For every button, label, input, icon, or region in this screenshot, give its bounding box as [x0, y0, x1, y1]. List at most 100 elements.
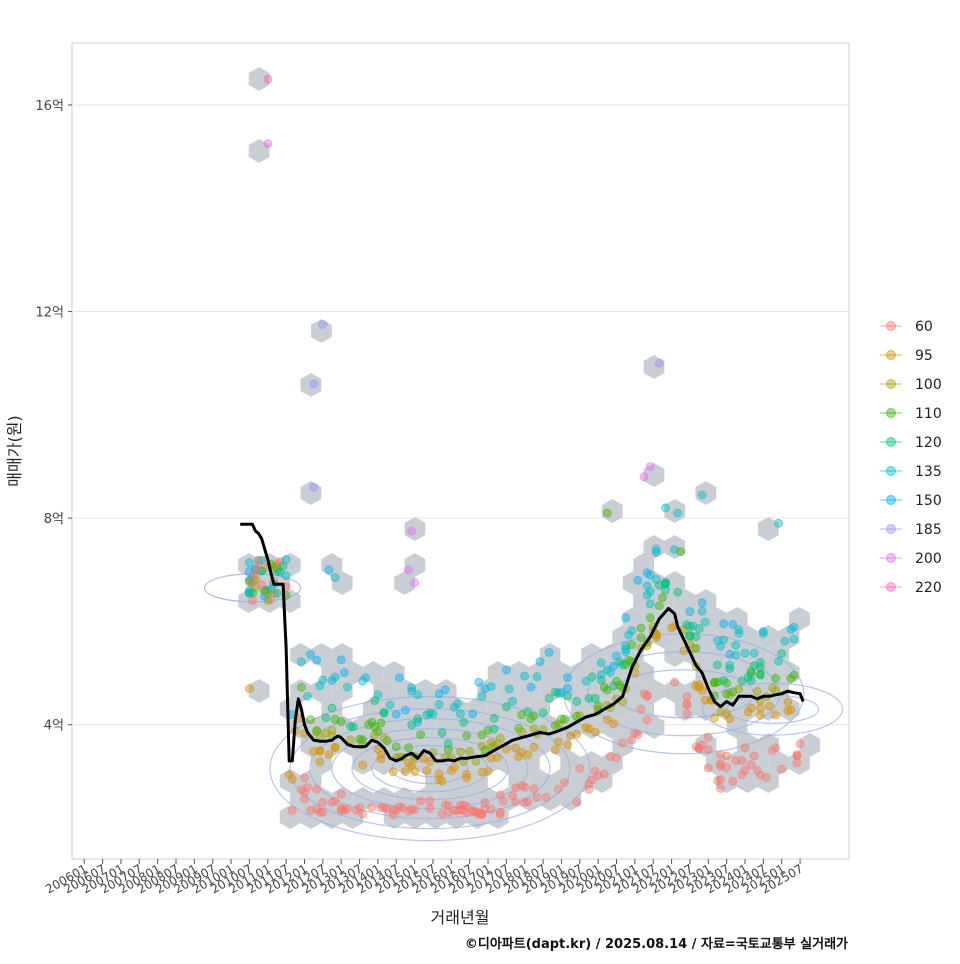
- background-point: [348, 722, 358, 732]
- hexbin-cell: [373, 679, 395, 703]
- legend-swatch: [886, 321, 896, 331]
- background-point: [306, 650, 316, 659]
- background-point: [642, 581, 652, 591]
- background-point: [443, 800, 453, 810]
- data-point: [263, 74, 273, 84]
- data-point: [330, 573, 340, 582]
- background-point: [609, 719, 618, 728]
- background-point: [449, 762, 459, 772]
- background-point: [520, 798, 530, 807]
- background-point: [624, 630, 634, 640]
- background-point: [440, 800, 450, 810]
- legend-swatch: [886, 582, 896, 592]
- background-point: [345, 721, 355, 731]
- background-point: [636, 633, 646, 643]
- background-point: [768, 683, 777, 693]
- background-point: [535, 657, 545, 666]
- hexbin-cell: [404, 553, 426, 577]
- background-point: [755, 670, 765, 680]
- background-point: [443, 745, 453, 754]
- background-point: [330, 672, 340, 682]
- hexbin-cell: [664, 679, 686, 703]
- background-point: [303, 691, 312, 701]
- background-point: [416, 730, 426, 739]
- background-point: [599, 769, 609, 779]
- data-point: [407, 526, 417, 536]
- background-point: [734, 684, 744, 694]
- background-point: [602, 715, 612, 725]
- data-point: [309, 482, 319, 492]
- background-point: [716, 775, 725, 785]
- legend-swatch: [886, 466, 896, 476]
- legend-label: 100: [915, 377, 942, 393]
- background-point: [296, 785, 306, 795]
- hexbin-cell: [425, 733, 447, 757]
- hexbin-cell: [248, 67, 270, 91]
- hexbin-cell: [331, 571, 353, 595]
- background-point: [318, 797, 328, 807]
- hexbin-cell: [581, 751, 602, 775]
- background-point: [777, 649, 787, 658]
- hexbin-cell: [737, 769, 758, 793]
- background-point: [324, 750, 334, 759]
- background-point: [746, 703, 756, 713]
- background-point: [789, 634, 799, 644]
- background-point: [526, 714, 536, 724]
- background-point: [263, 585, 273, 595]
- background-point: [300, 773, 309, 783]
- background-point: [452, 699, 462, 709]
- background-point: [248, 596, 257, 606]
- background-point: [486, 753, 496, 763]
- background-point: [737, 756, 747, 765]
- background-point: [388, 767, 398, 777]
- hexbin-cell: [300, 373, 322, 397]
- hexbin-cell: [768, 751, 790, 775]
- background-point: [593, 701, 603, 711]
- background-point: [254, 562, 264, 572]
- hexbin-cell: [622, 715, 644, 739]
- background-point: [370, 696, 380, 705]
- background-point: [703, 732, 713, 742]
- legend-swatch: [886, 437, 896, 447]
- background-point: [612, 651, 621, 661]
- background-point: [740, 743, 750, 753]
- hexbin-cell: [768, 679, 790, 703]
- legend-label: 135: [915, 464, 942, 480]
- hexbin-cell: [238, 553, 260, 577]
- background-point: [560, 778, 569, 787]
- hexbin-cell: [757, 517, 779, 541]
- data-point: [639, 472, 649, 482]
- background-point: [557, 714, 566, 724]
- background-point: [752, 765, 762, 775]
- hexbin-cell: [685, 679, 706, 703]
- background-point: [554, 784, 563, 794]
- hexbin-cell: [705, 643, 727, 667]
- background-point: [792, 758, 802, 768]
- background-point: [581, 723, 591, 732]
- background-point: [511, 743, 520, 753]
- background-point: [321, 713, 331, 723]
- hexbin-cell: [311, 751, 332, 775]
- background-point: [713, 636, 722, 646]
- hexbin-cell: [363, 733, 384, 757]
- data-point: [645, 462, 655, 471]
- background-point: [504, 684, 514, 694]
- background-point: [710, 678, 719, 688]
- background-point: [407, 761, 417, 771]
- background-point: [342, 682, 352, 692]
- background-point: [572, 797, 582, 807]
- background-point: [336, 655, 346, 665]
- background-point: [296, 682, 306, 692]
- hexbin-cell: [456, 715, 478, 739]
- background-point: [422, 766, 432, 776]
- hexbin-cell: [394, 571, 415, 595]
- background-point: [376, 718, 386, 728]
- background-point: [327, 703, 337, 713]
- hexbin-cell: [643, 463, 665, 487]
- legend-item: 150: [880, 493, 942, 509]
- background-point: [529, 784, 539, 794]
- background-point: [379, 803, 389, 813]
- background-point: [404, 743, 413, 752]
- background-point: [615, 680, 624, 690]
